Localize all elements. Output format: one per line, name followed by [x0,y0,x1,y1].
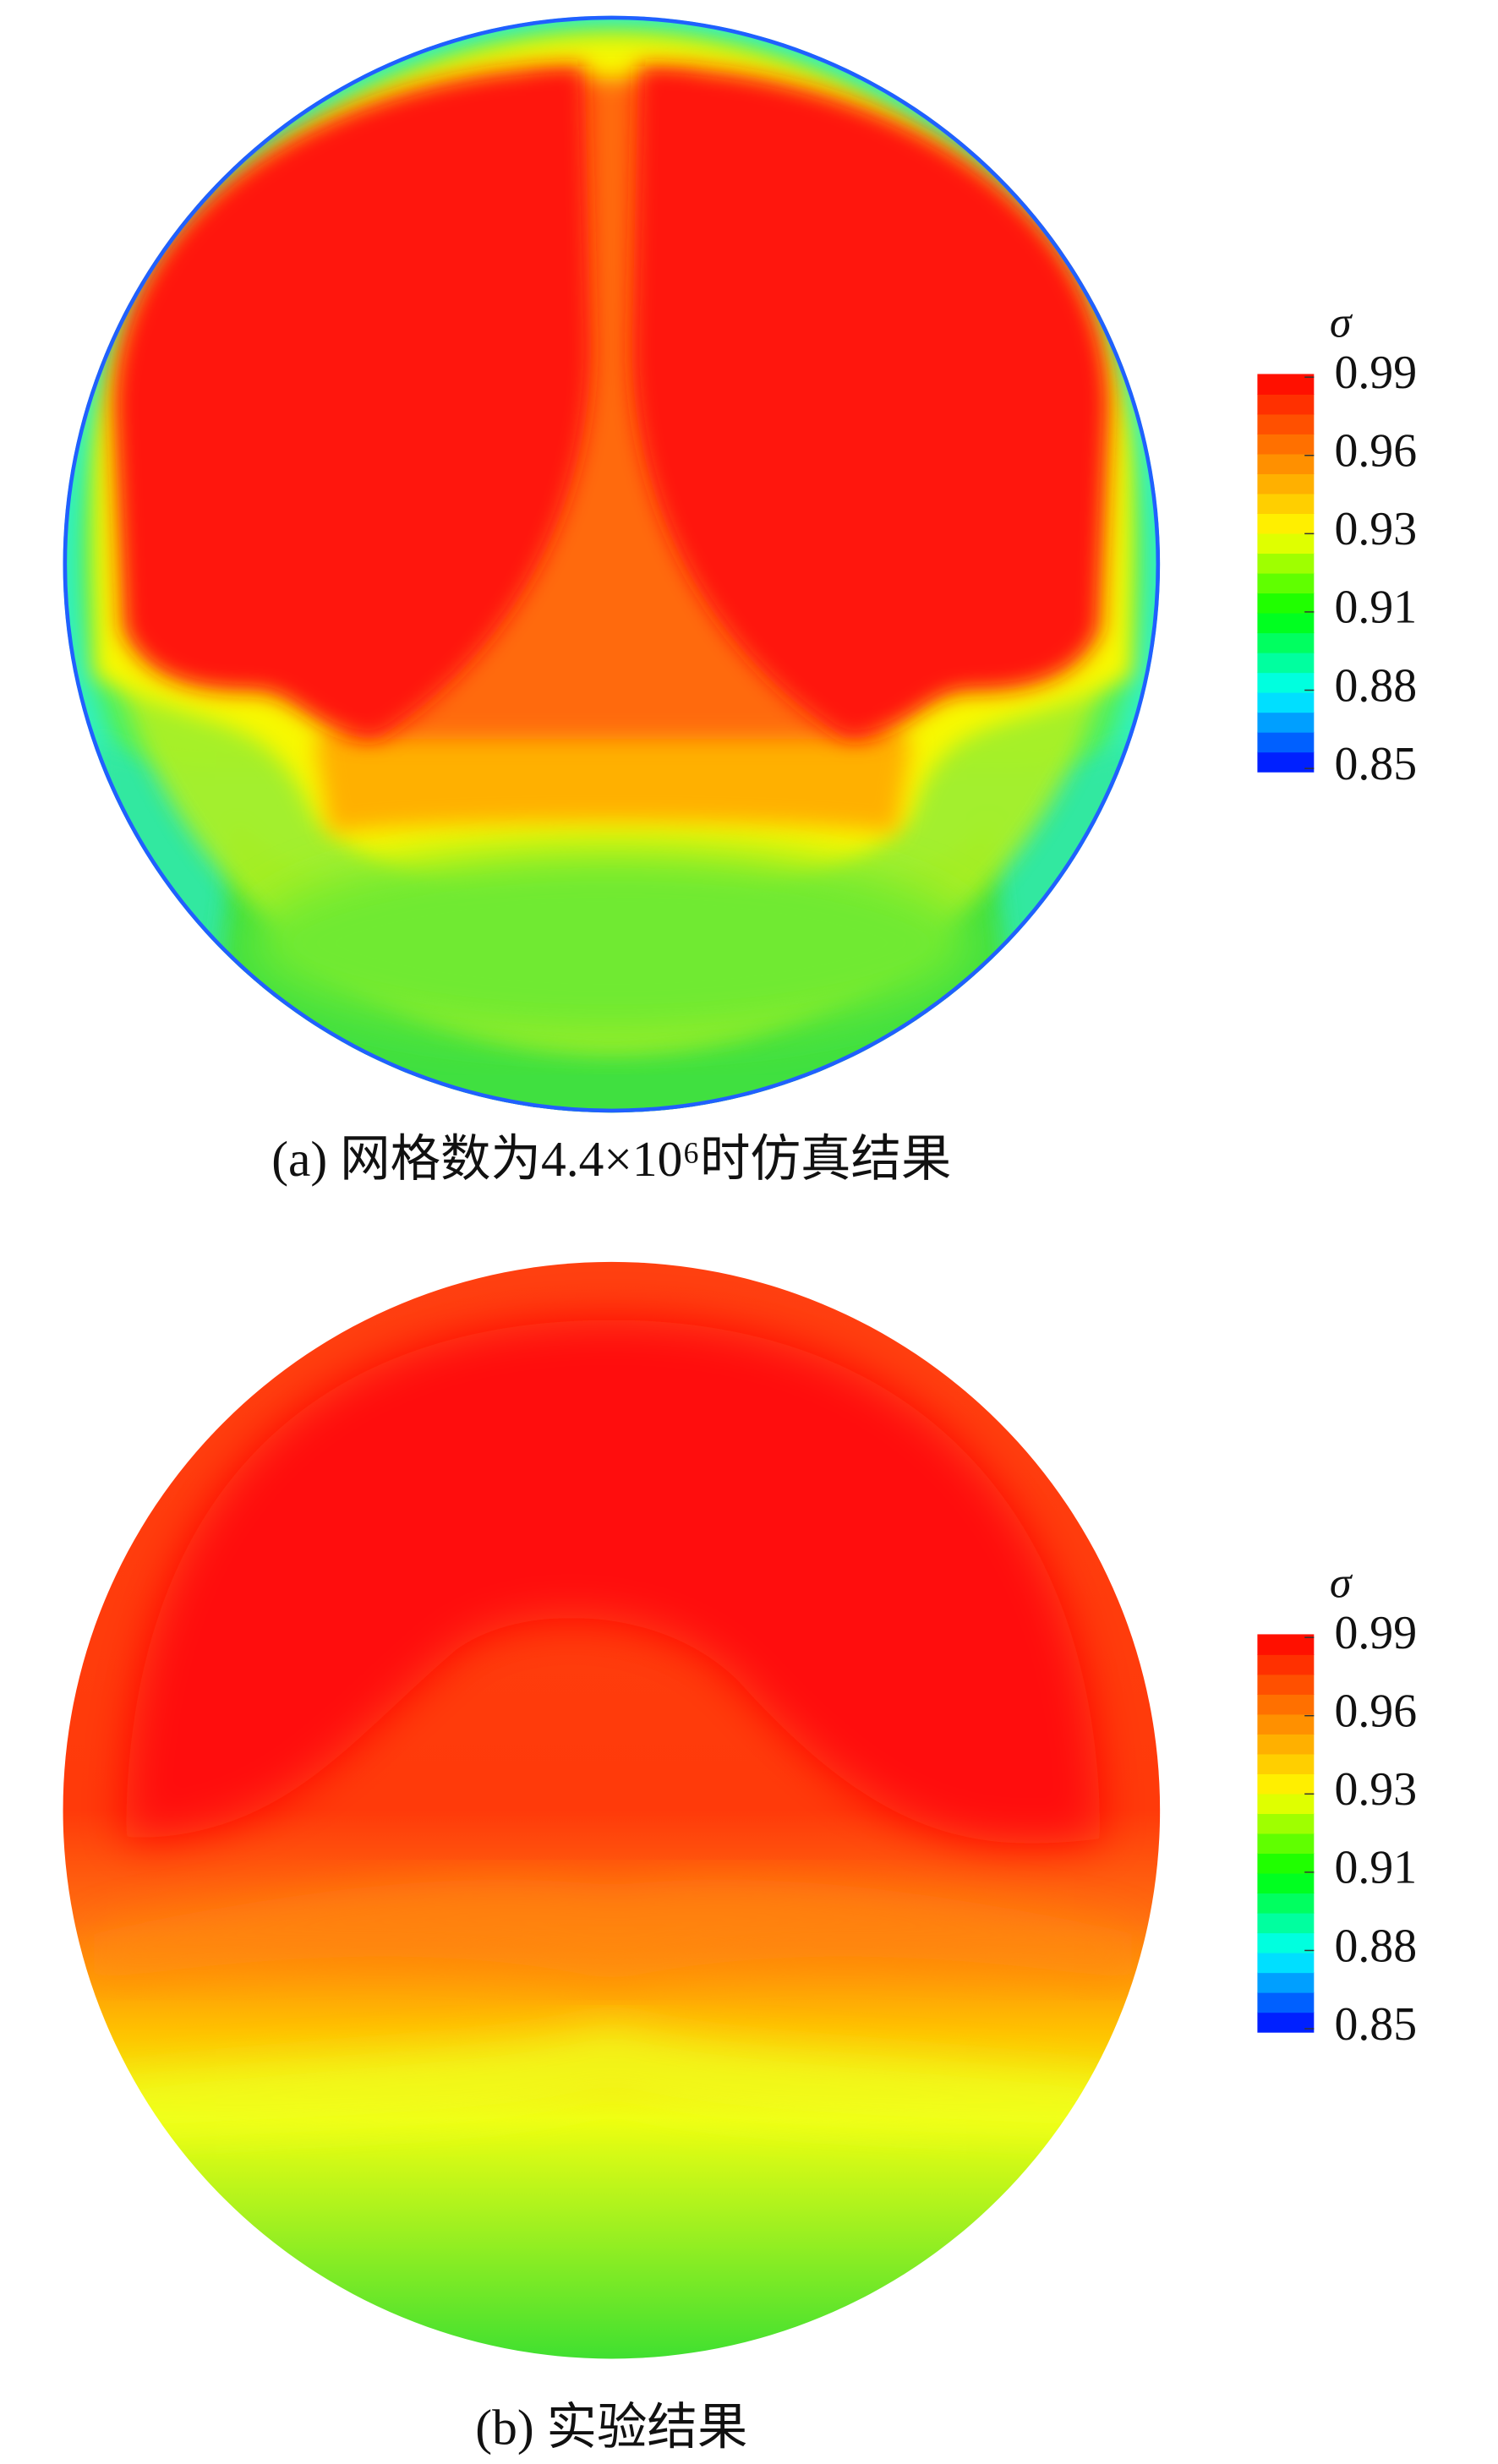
colorbar-band [1257,553,1315,574]
field-a [63,15,1161,1113]
colorbar-band [1257,1674,1315,1695]
colorbar-band [1257,1893,1315,1914]
colorbar-band [1257,413,1315,434]
colorbar-band [1257,1872,1315,1894]
colorbar-band [1257,1773,1315,1795]
colorbar-band [1257,1813,1315,1834]
colorbar-band [1257,493,1315,515]
colorbar-tick-label: 0.85 [1334,738,1417,790]
colorbar-tick-label: 0.99 [1334,347,1417,399]
caption: (b) 实验结果 [475,2399,747,2455]
colorbar-band [1257,1793,1315,1815]
colorbar-tick-label: 0.93 [1334,503,1417,555]
field-b [63,1261,1161,2359]
colorbar-tick-label: 0.88 [1334,659,1417,712]
colorbar-band [1257,1991,1315,2013]
colorbar-title: σ [1330,1560,1353,1608]
colorbar-band [1257,1952,1315,1974]
colorbar-tick-label: 0.96 [1334,1685,1417,1738]
colorbar-band [1257,1912,1315,1934]
colorbar-band [1257,691,1315,713]
colorbar-band [1257,533,1315,555]
colorbar-band [1257,712,1315,733]
colorbar-band [1257,453,1315,474]
colorbar-tick-label: 0.91 [1334,582,1417,634]
colorbar-band [1257,1693,1315,1715]
colorbar-band [1257,513,1315,534]
colorbar-band [1257,1833,1315,1855]
colorbar-tick-label: 0.91 [1334,1842,1417,1894]
colorbar-band [1257,1734,1315,1755]
colorbar-band [1257,1753,1315,1774]
colorbar-band [1257,1972,1315,1993]
colorbar-tick-label: 0.85 [1334,1998,1417,2051]
colorbar-tick-label: 0.99 [1334,1607,1417,1659]
colorbar-band [1257,1932,1315,1953]
colorbar-tick-label: 0.93 [1334,1763,1417,1816]
colorbar-band [1257,632,1315,653]
colorbar-band [1257,1653,1315,1675]
caption: (a) 网格数为4.4×10⁶时仿真结果 [271,1131,951,1187]
colorbar-tick-label: 0.88 [1334,1920,1417,1972]
colorbar-band [1257,751,1315,773]
colorbar-band [1257,2012,1315,2033]
colorbar-tick-label: 0.96 [1334,425,1417,478]
colorbar-band [1257,652,1315,674]
colorbar-band [1257,572,1315,594]
colorbar-title: σ [1330,299,1353,347]
colorbar-band [1257,434,1315,455]
colorbar-band [1257,473,1315,494]
colorbar-band [1257,1713,1315,1735]
colorbar-band [1257,593,1315,614]
colorbar-band [1257,612,1315,634]
colorbar-band [1257,731,1315,753]
colorbar-band [1257,672,1315,693]
colorbar-band [1257,1853,1315,1874]
colorbar-band [1257,393,1315,415]
